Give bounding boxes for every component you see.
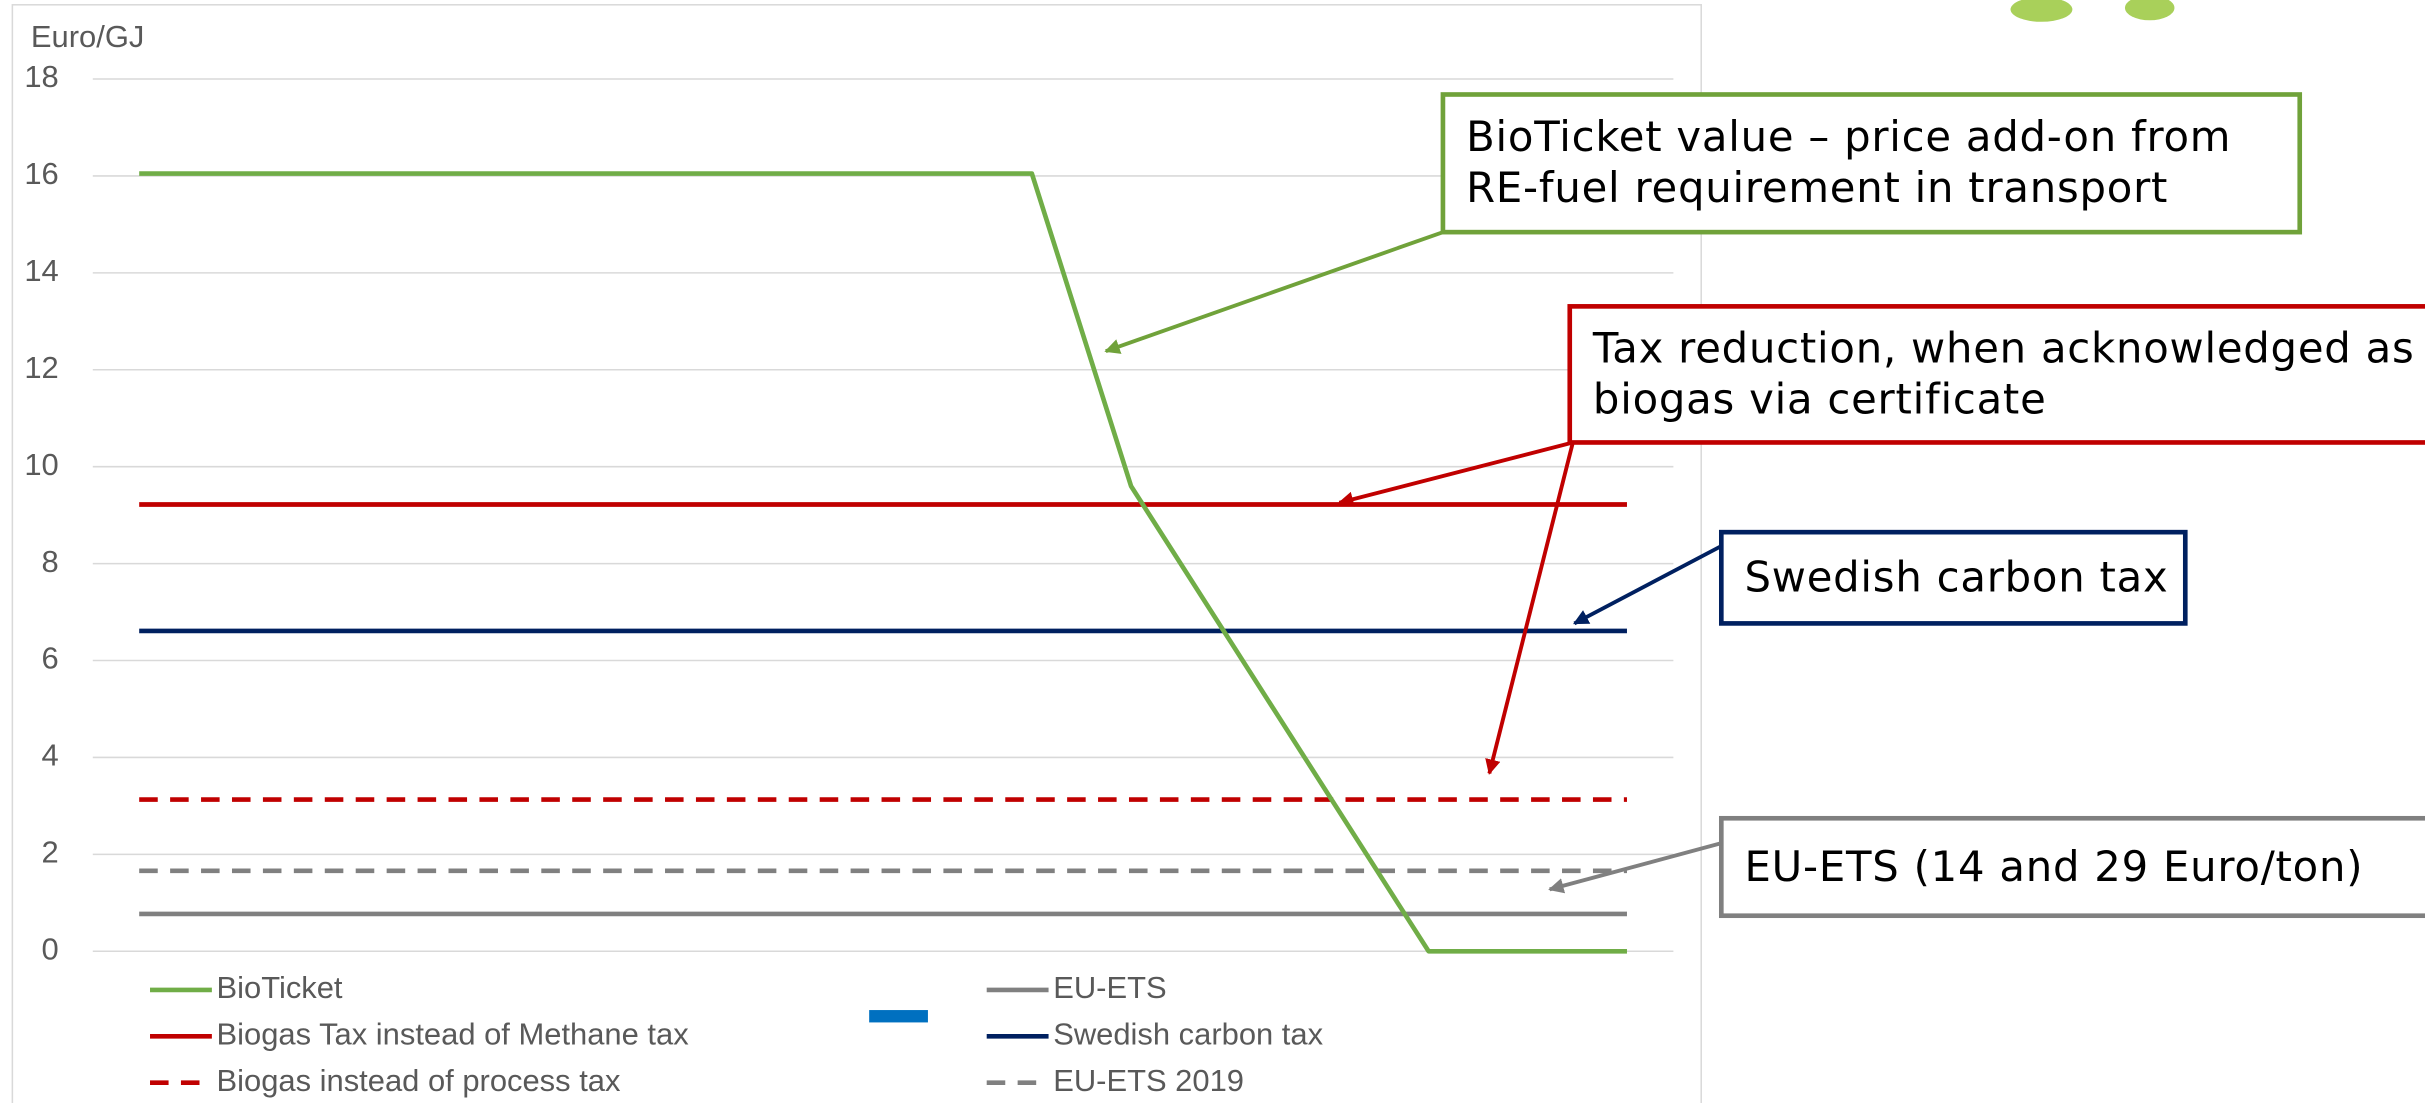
y-tick-label: 14 [24,253,58,288]
annotation-text: RE-fuel requirement in transport [1466,163,2168,212]
y-axis-label: Euro/GJ [31,19,144,54]
annotation-arrow [1485,441,1575,775]
y-tick-label: 16 [24,156,58,191]
annotation-box [1718,529,2188,626]
annotation-arrow [1573,544,1723,626]
legend-label: Biogas Tax instead of Methane tax [217,1017,690,1052]
y-tick-label: 10 [24,447,58,482]
annotation-box [1718,815,2425,919]
annotation-text: BioTicket value – price add-on from [1466,112,2231,161]
annotation-arrow [1548,839,1729,894]
annotation-arrow [1337,440,1574,507]
y-tick-label: 12 [24,350,58,385]
y-tick-label: 8 [42,544,59,579]
y-tick-label: 0 [42,931,59,966]
y-tick-label: 4 [42,738,59,773]
legend-swatch [869,1010,928,1023]
legend-label: EU-ETS [1053,970,1166,1005]
annotation-text: EU-ETS (14 and 29 Euro/ton) [1745,842,2364,891]
plot-frame [11,4,1702,1103]
y-tick-label: 18 [24,59,58,94]
annotation-text: biogas via certificate [1593,375,2047,424]
legend-label: Biogas instead of process tax [217,1063,621,1098]
series-line [139,171,1627,954]
annotation-text: Swedish carbon tax [1745,553,2169,602]
y-tick-label: 2 [42,835,59,870]
logo [2010,0,2175,22]
annotation-box [1567,304,2425,445]
y-tick-label: 6 [42,641,59,676]
legend-label: Swedish carbon tax [1053,1017,1323,1052]
legend-label: EU-ETS 2019 [1053,1063,1244,1098]
annotation-box [1440,92,2303,235]
annotation-arrow [1104,230,1444,354]
legend-label: BioTicket [217,970,343,1005]
annotation-text: Tax reduction, when acknowledged as [1592,324,2415,373]
